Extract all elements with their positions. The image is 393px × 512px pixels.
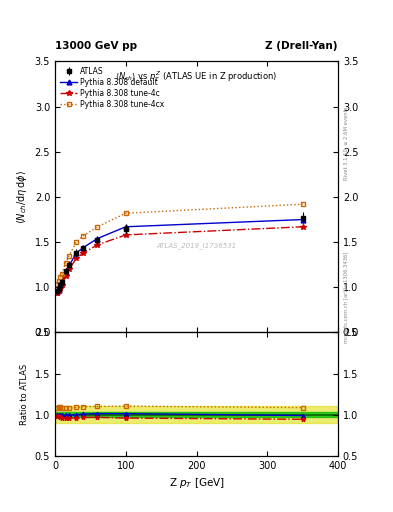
Pythia 8.308 tune-4c	[67, 266, 72, 272]
Pythia 8.308 default	[81, 245, 86, 251]
Pythia 8.308 tune-4c	[74, 255, 79, 262]
Pythia 8.308 tune-4c	[81, 250, 86, 256]
Pythia 8.308 tune-4c	[56, 288, 61, 294]
Pythia 8.308 tune-4c	[60, 283, 64, 289]
Line: Pythia 8.308 tune-4c: Pythia 8.308 tune-4c	[54, 224, 305, 295]
Pythia 8.308 tune-4cx	[54, 281, 59, 287]
Pythia 8.308 tune-4cx	[81, 233, 86, 239]
Text: 13000 GeV pp: 13000 GeV pp	[55, 40, 137, 51]
Pythia 8.308 tune-4c	[58, 285, 63, 291]
Pythia 8.308 default	[54, 289, 59, 295]
Pythia 8.308 default	[74, 250, 79, 256]
Text: Z (Drell-Yan): Z (Drell-Yan)	[266, 40, 338, 51]
Pythia 8.308 tune-4c	[63, 272, 68, 279]
Text: $\langle N_{ch}\rangle$ vs $p_T^Z$ (ATLAS UE in Z production): $\langle N_{ch}\rangle$ vs $p_T^Z$ (ATLA…	[116, 70, 277, 84]
Pythia 8.308 tune-4cx	[60, 271, 64, 277]
Y-axis label: Ratio to ATLAS: Ratio to ATLAS	[20, 364, 29, 425]
Pythia 8.308 tune-4cx	[63, 260, 68, 266]
Pythia 8.308 default	[300, 217, 305, 223]
Pythia 8.308 tune-4cx	[67, 252, 72, 259]
Pythia 8.308 tune-4cx	[95, 224, 100, 230]
Pythia 8.308 default	[123, 224, 128, 230]
Text: Rivet 3.1.10, ≥ 2.6M events: Rivet 3.1.10, ≥ 2.6M events	[344, 106, 349, 180]
Line: Pythia 8.308 tune-4cx: Pythia 8.308 tune-4cx	[54, 202, 305, 286]
Pythia 8.308 tune-4cx	[58, 274, 63, 281]
Text: mcplots.cern.ch [arXiv:1306.3436]: mcplots.cern.ch [arXiv:1306.3436]	[344, 251, 349, 343]
Line: Pythia 8.308 default: Pythia 8.308 default	[54, 217, 305, 294]
Pythia 8.308 tune-4c	[95, 242, 100, 248]
Pythia 8.308 default	[56, 287, 61, 293]
Pythia 8.308 tune-4cx	[74, 239, 79, 245]
Pythia 8.308 default	[67, 263, 72, 269]
Pythia 8.308 default	[95, 236, 100, 242]
Pythia 8.308 default	[58, 283, 63, 289]
Y-axis label: $\langle N_{ch}/\mathrm{d}\eta\,\mathrm{d}\phi\rangle$: $\langle N_{ch}/\mathrm{d}\eta\,\mathrm{…	[15, 170, 29, 224]
Pythia 8.308 tune-4cx	[123, 210, 128, 216]
Pythia 8.308 tune-4c	[300, 224, 305, 230]
Pythia 8.308 default	[63, 269, 68, 275]
Legend: ATLAS, Pythia 8.308 default, Pythia 8.308 tune-4c, Pythia 8.308 tune-4cx: ATLAS, Pythia 8.308 default, Pythia 8.30…	[59, 65, 166, 110]
Pythia 8.308 tune-4cx	[300, 201, 305, 207]
Pythia 8.308 default	[60, 280, 64, 286]
X-axis label: Z $p_T$ [GeV]: Z $p_T$ [GeV]	[169, 476, 224, 490]
Pythia 8.308 tune-4c	[54, 290, 59, 296]
Text: ATLAS_2019_I1736531: ATLAS_2019_I1736531	[156, 242, 237, 249]
Pythia 8.308 tune-4c	[123, 232, 128, 238]
Pythia 8.308 tune-4cx	[56, 278, 61, 284]
